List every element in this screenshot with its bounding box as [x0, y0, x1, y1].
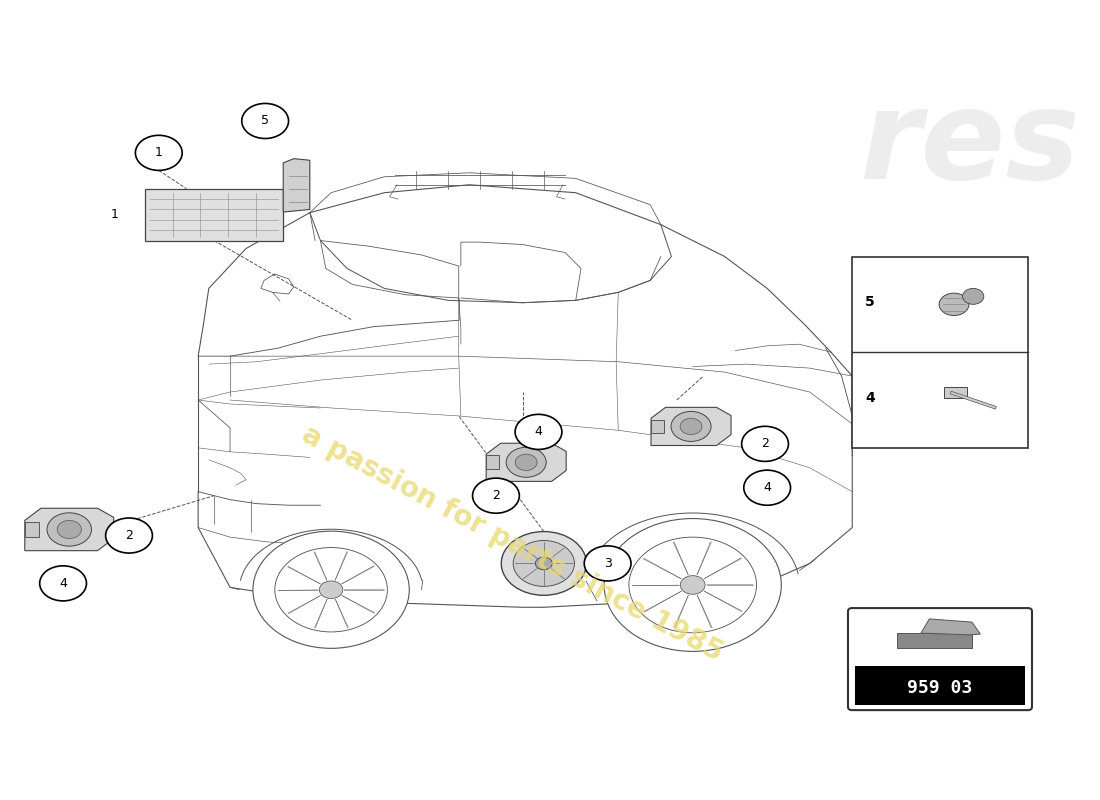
FancyBboxPatch shape	[898, 634, 972, 648]
Circle shape	[584, 546, 631, 581]
Polygon shape	[651, 407, 732, 446]
Circle shape	[515, 414, 562, 450]
Text: 2: 2	[492, 489, 499, 502]
Text: 4: 4	[865, 391, 874, 405]
Circle shape	[514, 541, 574, 586]
Circle shape	[962, 288, 983, 304]
Text: 4: 4	[535, 426, 542, 438]
Polygon shape	[283, 158, 310, 212]
Circle shape	[741, 426, 789, 462]
FancyBboxPatch shape	[486, 455, 499, 469]
Circle shape	[506, 447, 547, 478]
Text: 1: 1	[110, 208, 119, 221]
Polygon shape	[921, 619, 980, 635]
FancyBboxPatch shape	[852, 257, 1027, 448]
Circle shape	[680, 576, 705, 594]
Text: 5: 5	[261, 114, 270, 127]
Circle shape	[135, 135, 183, 170]
Circle shape	[57, 520, 81, 538]
Circle shape	[106, 518, 153, 553]
Text: 4: 4	[763, 481, 771, 494]
Text: 2: 2	[761, 438, 769, 450]
Text: res: res	[859, 84, 1079, 206]
Text: 5: 5	[865, 295, 874, 310]
Circle shape	[319, 581, 343, 598]
Polygon shape	[25, 508, 113, 550]
Circle shape	[671, 411, 711, 442]
Circle shape	[473, 478, 519, 514]
FancyBboxPatch shape	[145, 189, 283, 241]
Circle shape	[40, 566, 87, 601]
Text: 4: 4	[59, 577, 67, 590]
Circle shape	[680, 418, 702, 434]
Polygon shape	[486, 443, 566, 482]
Text: 959 03: 959 03	[908, 678, 972, 697]
FancyBboxPatch shape	[651, 420, 663, 434]
Circle shape	[939, 293, 969, 315]
Text: 2: 2	[125, 529, 133, 542]
Circle shape	[604, 518, 781, 651]
Text: a passion for parts since 1985: a passion for parts since 1985	[297, 420, 727, 667]
Circle shape	[253, 531, 409, 648]
Circle shape	[536, 557, 552, 570]
FancyBboxPatch shape	[856, 666, 1024, 705]
FancyBboxPatch shape	[25, 522, 39, 537]
FancyBboxPatch shape	[944, 386, 967, 398]
Circle shape	[242, 103, 288, 138]
Circle shape	[47, 513, 91, 546]
Circle shape	[515, 454, 537, 470]
Circle shape	[744, 470, 791, 506]
Circle shape	[502, 531, 586, 595]
FancyBboxPatch shape	[848, 608, 1032, 710]
Text: 1: 1	[155, 146, 163, 159]
Text: 3: 3	[604, 557, 612, 570]
